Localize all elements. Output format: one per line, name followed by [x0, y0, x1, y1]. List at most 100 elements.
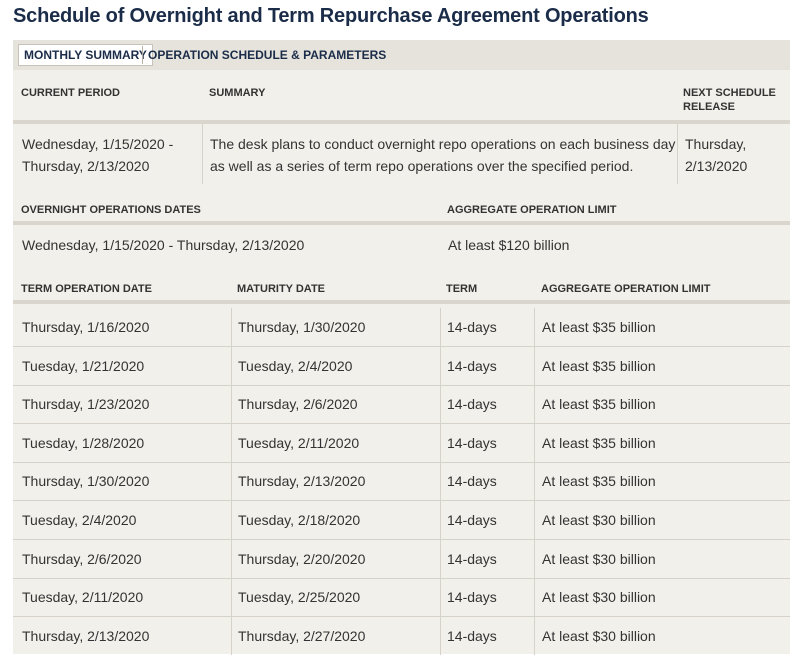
row-divider — [13, 423, 790, 425]
term-cell: 14-days — [447, 319, 497, 335]
term-operation-date-cell: Tuesday, 2/11/2020 — [22, 589, 144, 606]
header-term-operation-date: TERM OPERATION DATE — [21, 283, 152, 295]
header-term: TERM — [446, 283, 478, 295]
column-divider — [534, 423, 535, 462]
term-limit-cell: At least $30 billion — [542, 512, 656, 528]
column-divider — [534, 578, 535, 617]
term-operation-date-cell: Thursday, 2/13/2020 — [22, 627, 150, 644]
header-next-release-line1: NEXT SCHEDULE — [683, 87, 776, 99]
term-limit-cell: At least $35 billion — [542, 473, 656, 490]
term-operation-date-cell: Thursday, 1/23/2020 — [22, 396, 150, 413]
term-limit-cell: At least $35 billion — [542, 357, 656, 374]
row-divider — [13, 616, 790, 618]
column-divider — [440, 385, 441, 424]
summary-header-band — [13, 120, 790, 124]
maturity-date-cell: Tuesday, 2/11/2020 — [238, 434, 360, 451]
term-cell: 14-days — [447, 627, 497, 644]
tab-divider — [142, 46, 143, 64]
maturity-date-cell: Thursday, 2/6/2020 — [238, 396, 358, 413]
header-overnight-dates: OVERNIGHT OPERATIONS DATES — [21, 204, 201, 216]
term-limit-cell: At least $35 billion — [542, 434, 656, 451]
header-next-release-line2: RELEASE — [683, 101, 735, 113]
column-divider — [534, 501, 535, 539]
term-cell: 14-days — [447, 512, 497, 528]
table-row: Thursday, 1/16/2020 Thursday, 1/30/2020 14… — [13, 308, 790, 347]
column-divider — [534, 308, 535, 346]
term-limit-cell: At least $30 billion — [542, 589, 656, 606]
column-divider — [231, 462, 232, 501]
maturity-date-cell: Thursday, 2/20/2020 — [238, 550, 366, 567]
next-release-line2: 2/13/2020 — [685, 158, 748, 174]
tab-monthly-summary[interactable]: MONTHLY SUMMARY — [18, 44, 153, 66]
tab-operation-schedule[interactable]: OPERATION SCHEDULE & PARAMETERS — [148, 48, 387, 62]
table-row: Thursday, 2/13/2020 Thursday, 2/27/2020 14… — [13, 616, 790, 655]
row-divider — [13, 577, 790, 579]
overnight-header-band — [13, 221, 790, 225]
table-row: Tuesday, 1/28/2020 Tuesday, 2/11/2020 14-d… — [13, 423, 790, 463]
next-release-line1: Thursday, — [685, 136, 747, 152]
header-current-period: CURRENT PERIOD — [21, 87, 121, 99]
term-cell: 14-days — [447, 357, 497, 374]
column-divider — [231, 616, 232, 655]
row-divider — [13, 384, 790, 386]
current-period-line2: Thursday, 2/13/2020 — [22, 158, 150, 174]
term-operation-date-cell: Tuesday, 2/4/2020 — [22, 512, 137, 528]
row-divider — [13, 539, 790, 540]
column-divider — [440, 501, 441, 539]
column-divider — [534, 346, 535, 385]
column-divider — [231, 308, 232, 346]
term-operation-date-cell: Thursday, 1/30/2020 — [22, 473, 150, 490]
header-summary: SUMMARY — [209, 87, 266, 99]
column-divider — [534, 616, 535, 655]
overnight-dates: Wednesday, 1/15/2020 - Thursday, 2/13/20… — [22, 237, 305, 253]
header-term-limit: AGGREGATE OPERATION LIMIT — [541, 283, 711, 295]
column-divider — [440, 578, 441, 617]
column-divider — [534, 385, 535, 424]
column-divider — [231, 346, 232, 385]
column-divider — [440, 539, 441, 578]
column-divider — [231, 385, 232, 424]
column-divider — [440, 616, 441, 655]
column-divider — [440, 423, 441, 462]
term-operation-date-cell: Thursday, 1/16/2020 — [22, 319, 150, 335]
maturity-date-cell: Thursday, 2/27/2020 — [238, 627, 366, 644]
summary-divider-2 — [677, 124, 678, 184]
summary-panel: CURRENT PERIOD SUMMARY NEXT SCHEDULE REL… — [13, 70, 790, 655]
overnight-limit: At least $120 billion — [448, 237, 570, 253]
row-divider — [13, 500, 790, 502]
column-divider — [440, 346, 441, 385]
table-row: Tuesday, 2/4/2020 Tuesday, 2/18/2020 14-da… — [13, 501, 790, 540]
maturity-date-cell: Thursday, 1/30/2020 — [238, 319, 366, 335]
table-row: Thursday, 1/23/2020 Thursday, 2/6/2020 14-… — [13, 385, 790, 425]
tab-bar: MONTHLY SUMMARY OPERATION SCHEDULE & PAR… — [13, 40, 790, 70]
term-limit-cell: At least $30 billion — [542, 627, 656, 644]
row-divider — [13, 461, 790, 463]
term-limit-cell: At least $35 billion — [542, 319, 656, 335]
column-divider — [534, 539, 535, 578]
table-row: Tuesday, 1/21/2020 Tuesday, 2/4/2020 14-da… — [13, 346, 790, 386]
table-row: Tuesday, 2/11/2020 Tuesday, 2/25/2020 14-d… — [13, 578, 790, 618]
term-cell: 14-days — [447, 434, 497, 451]
summary-text-line2: as well as a series of term repo operati… — [210, 158, 634, 174]
summary-divider-1 — [202, 124, 203, 184]
maturity-date-cell: Tuesday, 2/25/2020 — [238, 589, 361, 606]
column-divider — [440, 308, 441, 346]
header-overnight-limit: AGGREGATE OPERATION LIMIT — [447, 204, 617, 216]
maturity-date-cell: Tuesday, 2/18/2020 — [238, 512, 361, 528]
term-cell: 14-days — [447, 589, 497, 606]
column-divider — [231, 578, 232, 617]
maturity-date-cell: Thursday, 2/13/2020 — [238, 473, 366, 490]
maturity-date-cell: Tuesday, 2/4/2020 — [238, 357, 353, 374]
term-cell: 14-days — [447, 396, 497, 413]
row-divider — [13, 346, 790, 347]
column-divider — [440, 462, 441, 501]
term-operation-date-cell: Tuesday, 1/28/2020 — [22, 434, 145, 451]
term-limit-cell: At least $30 billion — [542, 550, 656, 567]
term-operation-date-cell: Tuesday, 1/21/2020 — [22, 357, 145, 374]
header-maturity-date: MATURITY DATE — [237, 283, 325, 295]
column-divider — [231, 423, 232, 462]
term-limit-cell: At least $35 billion — [542, 396, 656, 413]
summary-text-line1: The desk plans to conduct overnight repo… — [210, 136, 676, 152]
column-divider — [231, 501, 232, 539]
